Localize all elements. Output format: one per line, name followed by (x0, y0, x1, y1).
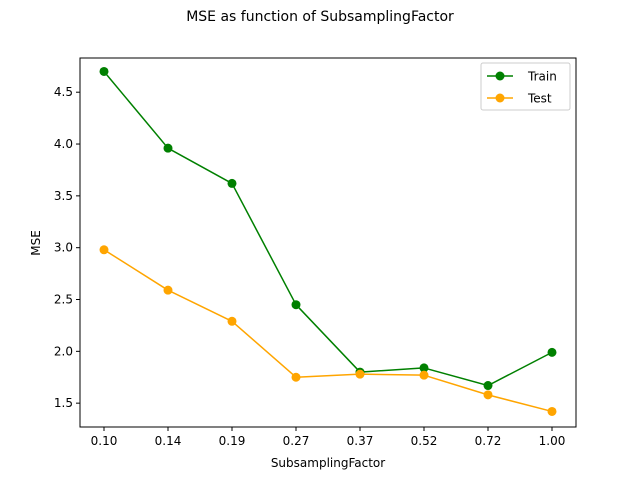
y-tick-label-6: 4.5 (54, 85, 73, 99)
series-line-train (103, 70, 553, 387)
data-point-train-3 (291, 300, 301, 310)
data-point-test-5 (419, 370, 429, 380)
data-point-test-2 (227, 316, 237, 326)
axes-frame (79, 57, 577, 428)
data-point-train-1 (163, 143, 173, 153)
y-tick-label-0: 1.5 (54, 396, 73, 410)
data-point-train-6 (483, 381, 493, 391)
y-tick-label-1: 2.0 (54, 344, 73, 358)
x-tick-label-7: 1.00 (539, 434, 566, 448)
legend: Train Test (480, 62, 571, 111)
y-tick-label-4: 3.5 (54, 189, 73, 203)
x-tick-label-5: 0.52 (411, 434, 438, 448)
legend-label-train: Train (527, 70, 557, 84)
data-point-train-7 (547, 347, 557, 357)
legend-marker-test (495, 93, 505, 103)
y-tick-label-5: 4.0 (54, 137, 73, 151)
data-point-test-1 (163, 285, 173, 295)
x-tick-label-6: 0.72 (475, 434, 502, 448)
data-point-train-2 (227, 178, 237, 188)
chart-title: MSE as function of SubsamplingFactor (186, 9, 454, 25)
data-point-test-7 (547, 406, 557, 416)
x-tick-label-1: 0.14 (155, 434, 182, 448)
x-tick-label-2: 0.19 (219, 434, 246, 448)
data-point-test-6 (483, 390, 493, 400)
data-point-test-0 (99, 245, 109, 255)
data-point-train-5 (419, 363, 429, 373)
data-point-test-4 (355, 369, 365, 379)
x-tick-label-4: 0.37 (347, 434, 374, 448)
data-point-train-0 (99, 66, 109, 76)
legend-entry-test: Test (487, 92, 552, 106)
series-line-test (103, 249, 553, 413)
data-point-test-3 (291, 372, 301, 382)
y-axis-label: MSE (29, 230, 43, 256)
legend-entry-train: Train (487, 70, 557, 84)
legend-marker-train (495, 71, 505, 81)
x-tick-label-3: 0.27 (283, 434, 310, 448)
x-tick-label-0: 0.10 (91, 434, 118, 448)
y-tick-label-2: 2.5 (54, 293, 73, 307)
legend-label-test: Test (527, 92, 552, 106)
axes: 0.10 0.14 0.19 0.27 0.37 0.52 0.72 1.00 1.5 2.0 2.… (54, 57, 577, 448)
y-tick-label-3: 3.0 (54, 241, 73, 255)
plot-area (99, 66, 557, 416)
x-axis-label: SubsamplingFactor (271, 456, 385, 470)
